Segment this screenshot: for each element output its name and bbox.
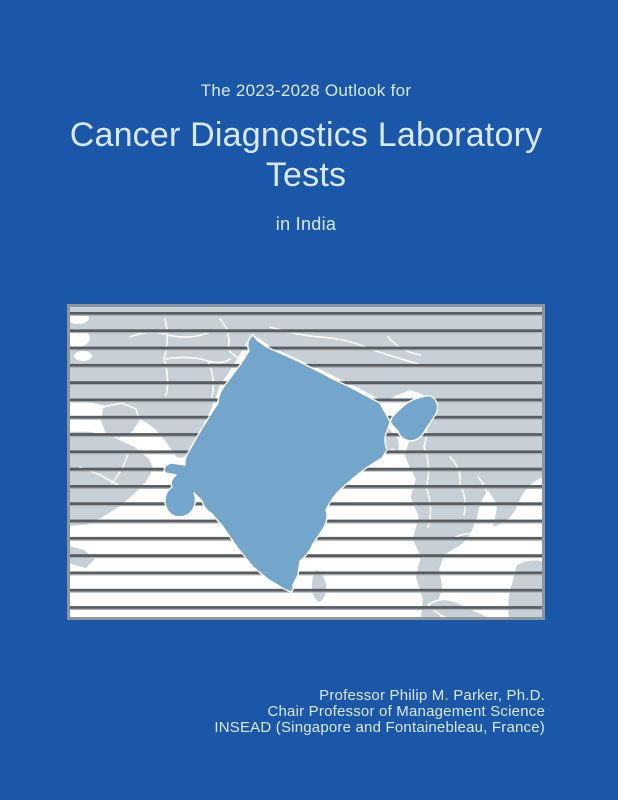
author-credits: Professor Philip M. Parker, Ph.D. Chair … xyxy=(214,688,545,736)
land-oman xyxy=(99,402,141,440)
map-image xyxy=(70,307,542,617)
author-affiliation: INSEAD (Singapore and Fontainebleau, Fra… xyxy=(214,719,545,736)
india-shape xyxy=(163,334,439,593)
land-sri-lanka xyxy=(310,568,328,604)
lakes xyxy=(70,312,92,361)
author-name: Professor Philip M. Parker, Ph.D. xyxy=(319,687,545,704)
series-title: The 2023-2028 Outlook for xyxy=(200,81,412,100)
region-subtitle: in India xyxy=(275,214,337,234)
main-title-line-2: Tests xyxy=(265,156,347,194)
author-title: Chair Professor of Management Science xyxy=(267,703,545,720)
main-title: Cancer Diagnostics Laboratory Tests xyxy=(0,115,612,195)
main-title-line-1: Cancer Diagnostics Laboratory xyxy=(69,116,543,154)
india-region-map xyxy=(67,304,545,620)
